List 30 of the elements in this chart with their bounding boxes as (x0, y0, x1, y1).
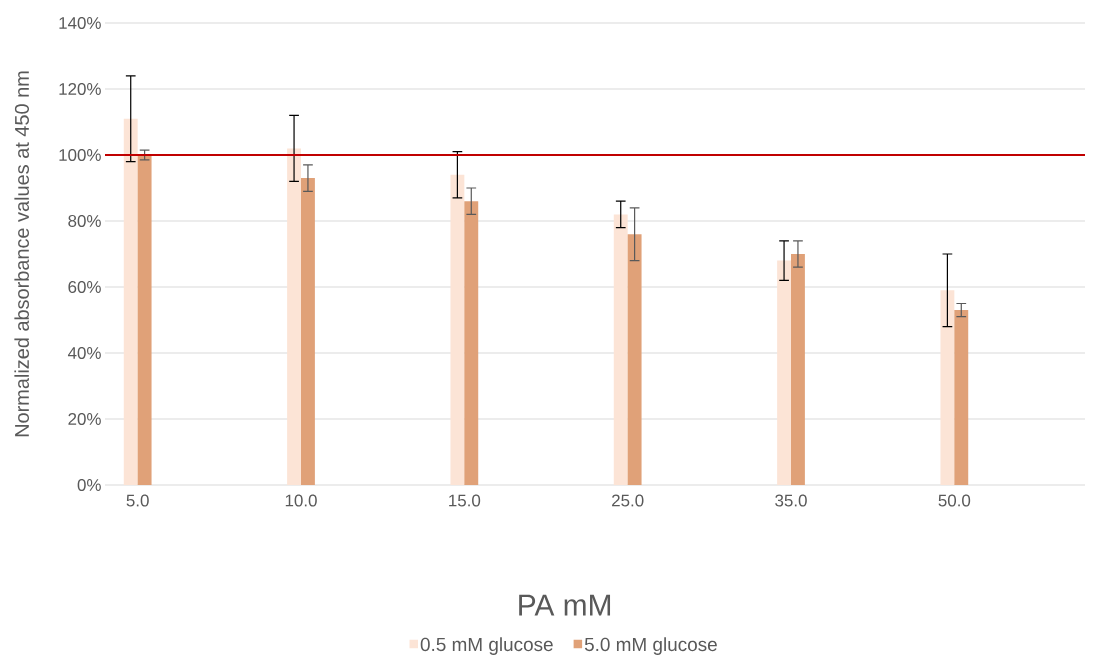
y-tick-label: 60% (68, 281, 101, 293)
bar (287, 148, 301, 485)
bar (301, 178, 315, 485)
bar (791, 254, 805, 485)
bar (464, 201, 479, 485)
y-tick-label: 40% (67, 347, 101, 359)
y-tick-label: 0% (77, 479, 101, 491)
y-axis-title: Normalized absorbance values at 450 nm (14, 71, 29, 437)
bar (613, 214, 628, 485)
legend-label: 0.5 mM glucose (420, 637, 553, 655)
y-tick-label: 140% (59, 17, 101, 29)
legend-label: 5.0 mM glucose (584, 637, 717, 655)
bar (777, 260, 791, 485)
bar (954, 310, 969, 485)
x-tick-label: 5.0 (126, 494, 149, 507)
bar (450, 174, 465, 485)
y-tick-label: 20% (68, 413, 101, 425)
bar (940, 290, 955, 485)
bar (137, 155, 152, 485)
x-tick-label: 10.0 (285, 494, 317, 507)
x-axis-title: PA mM (519, 594, 611, 616)
x-tick-label: 15.0 (449, 494, 481, 507)
x-tick-label: 50.0 (938, 494, 971, 507)
y-tick-label: 120% (59, 83, 101, 95)
x-tick-label: 25.0 (612, 494, 644, 507)
y-tick-label: 80% (68, 215, 101, 227)
bar (627, 234, 642, 485)
x-tick-label: 35.0 (775, 494, 807, 507)
y-tick-label: 100% (59, 149, 101, 161)
bar (123, 118, 138, 485)
